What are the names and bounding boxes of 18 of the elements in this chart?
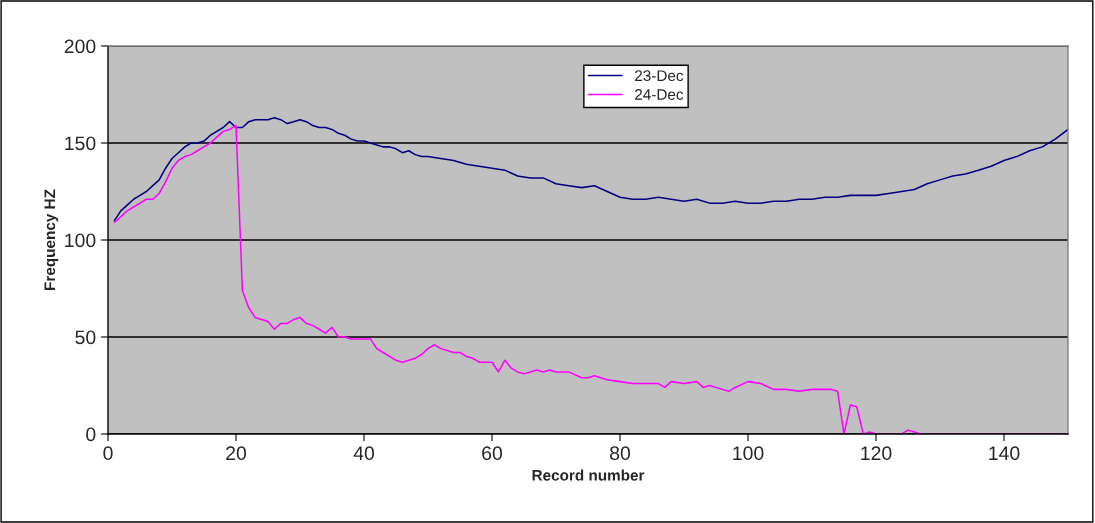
- x-tick-label: 60: [482, 446, 503, 461]
- x-tick-label: 120: [861, 446, 892, 461]
- line-series: [113, 117, 1068, 222]
- legend-label: 23-Dec: [635, 70, 684, 82]
- y-tick-label: 200: [64, 39, 96, 54]
- x-axis-title: Record number: [532, 469, 645, 481]
- y-tick-label: 100: [65, 233, 96, 248]
- x-tick-label: 20: [226, 446, 247, 461]
- y-tick-label: 150: [65, 136, 96, 151]
- x-tick-label: 140: [989, 446, 1020, 461]
- x-tick-label: 0: [103, 446, 113, 461]
- x-tick-label: 80: [610, 446, 631, 461]
- y-tick-label: 50: [75, 330, 96, 345]
- y-axis-title: Frequency HZ: [44, 189, 59, 290]
- y-tick-label: 0: [86, 427, 96, 442]
- x-tick-label: 40: [353, 446, 375, 461]
- legend-label: 24-Dec: [635, 89, 684, 100]
- x-tick-label: 100: [733, 446, 764, 461]
